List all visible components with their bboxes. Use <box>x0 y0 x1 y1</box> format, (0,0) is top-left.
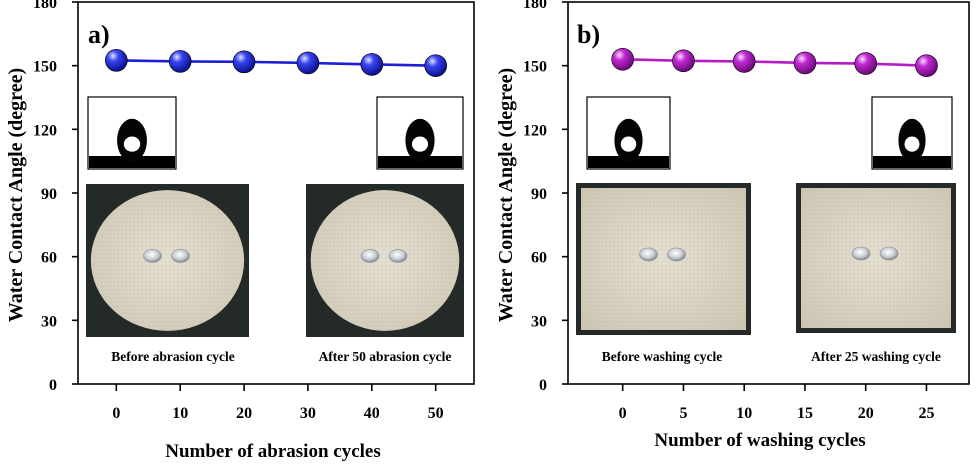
inset-caption: After 50 abrasion cycle <box>319 349 452 364</box>
panel-label: a) <box>88 20 110 49</box>
data-series <box>105 49 447 77</box>
water-droplet-icon <box>143 249 162 263</box>
data-point <box>168 50 192 73</box>
droplet-inset <box>376 96 464 170</box>
y-tick-label: 90 <box>41 186 57 203</box>
y-tick-label: 90 <box>531 186 547 203</box>
inset-caption: After 25 washing cycle <box>811 349 941 364</box>
y-tick-label: 0 <box>49 377 57 394</box>
x-tick-label: 10 <box>736 405 752 422</box>
y-tick-label: 0 <box>539 377 547 394</box>
x-tick-label: 5 <box>679 405 687 422</box>
droplet-inset <box>87 96 177 170</box>
fabric-photo-inset <box>86 184 249 337</box>
y-tick-label: 60 <box>41 250 57 267</box>
x-tick-label: 0 <box>112 405 120 422</box>
y-axis: 0 30 60 90 120 150 180 <box>33 0 78 394</box>
y-tick-label: 150 <box>523 59 547 76</box>
x-tick-label: 20 <box>236 405 252 422</box>
data-point <box>732 50 756 73</box>
data-point <box>611 47 634 71</box>
y-axis-title: Water Contact Angle (degree) <box>495 68 517 322</box>
x-tick-label: 20 <box>858 405 874 422</box>
y-axis: 0 30 60 90 120 150 180 <box>523 0 568 394</box>
water-droplet-icon <box>639 247 658 262</box>
y-tick-label: 30 <box>41 313 57 330</box>
panel-b: 0 30 60 90 120 150 180 0 5 10 15 20 25 Before washi… <box>495 0 970 451</box>
y-tick-label: 150 <box>33 59 57 76</box>
water-droplet-icon <box>667 247 686 262</box>
insets: Before abrasion cycle After 50 abrasion c… <box>86 96 464 364</box>
x-tick-label: 10 <box>172 405 188 422</box>
fabric-photo-inset <box>576 183 751 335</box>
data-point <box>854 52 878 75</box>
x-tick-label: 25 <box>918 405 934 422</box>
insets: Before washing cycle After 25 washing cyc… <box>576 96 956 364</box>
droplet-inset <box>586 96 671 170</box>
water-droplet-icon <box>851 246 871 261</box>
data-point <box>793 51 817 75</box>
water-droplet-icon <box>360 249 380 263</box>
panel-label: b) <box>577 20 600 49</box>
x-axis: 0 10 20 30 40 50 <box>112 384 444 422</box>
y-tick-label: 120 <box>33 122 57 139</box>
x-axis: 0 5 10 15 20 25 <box>619 384 934 422</box>
water-droplet-icon <box>388 249 408 263</box>
y-axis-title: Water Contact Angle (degree) <box>5 68 27 322</box>
y-tick-label: 60 <box>531 250 547 267</box>
data-point <box>296 51 320 75</box>
x-tick-label: 40 <box>364 405 380 422</box>
fabric-photo-inset <box>306 184 464 337</box>
y-tick-label: 30 <box>531 313 547 330</box>
x-tick-label: 15 <box>797 405 813 422</box>
y-tick-label: 180 <box>33 0 57 12</box>
data-point <box>105 49 128 72</box>
x-tick-label: 30 <box>300 405 316 422</box>
data-point <box>232 50 256 74</box>
x-tick-label: 0 <box>619 405 627 422</box>
data-point <box>360 53 384 76</box>
inset-caption: Before abrasion cycle <box>111 349 234 364</box>
data-point <box>672 49 695 73</box>
y-tick-label: 180 <box>523 0 547 12</box>
y-tick-label: 120 <box>523 122 547 139</box>
x-axis-title: Number of washing cycles <box>654 430 865 451</box>
droplet-inset <box>871 96 953 170</box>
panel-a: 0 30 60 90 120 150 180 0 10 20 30 40 50 Before abra… <box>5 0 475 462</box>
data-point <box>915 54 938 77</box>
water-droplet-icon <box>879 246 899 261</box>
data-series <box>611 47 938 77</box>
x-axis-title: Number of abrasion cycles <box>165 441 381 462</box>
inset-caption: Before washing cycle <box>602 349 722 364</box>
fabric-photo-inset <box>796 183 956 333</box>
data-point <box>424 54 447 77</box>
x-tick-label: 50 <box>428 405 444 422</box>
water-droplet-icon <box>171 249 190 263</box>
